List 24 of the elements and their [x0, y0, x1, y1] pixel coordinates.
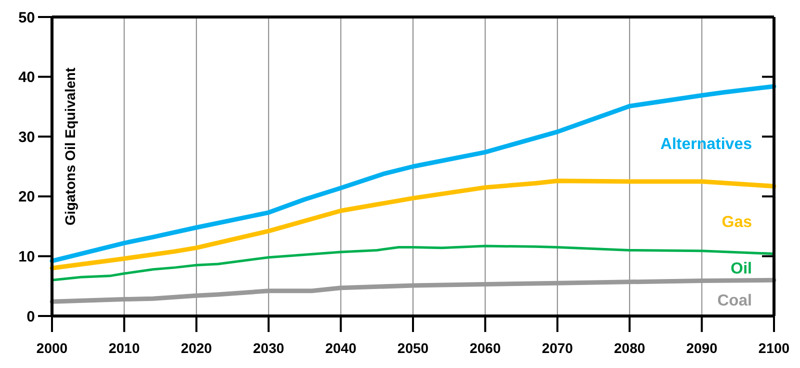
x-tick-label: 2100 [758, 340, 790, 356]
y-tick-label: 30 [18, 128, 35, 146]
y-tick-label: 50 [18, 9, 35, 26]
x-tick-label: 2070 [542, 340, 574, 356]
x-tick-label: 2060 [470, 340, 501, 356]
y-tick-label: 40 [18, 69, 35, 86]
x-tick-label: 2000 [36, 340, 68, 356]
series-label: Coal [717, 292, 752, 310]
series-label: Oil [730, 260, 752, 278]
x-tick-label: 2080 [614, 340, 646, 356]
x-tick-label: 2040 [325, 340, 357, 356]
y-tick-label: 20 [18, 188, 35, 206]
y-axis-title: Gigatons Oil Equivalent [62, 67, 78, 226]
x-tick-label: 2050 [397, 340, 429, 356]
y-tick-label: 10 [18, 248, 35, 266]
line-series [50, 278, 776, 304]
x-tick-label: 2030 [253, 340, 284, 356]
x-tick-label: 2020 [180, 340, 212, 356]
x-tick-label: 2010 [108, 340, 140, 356]
y-tick-label: 0 [26, 308, 35, 326]
series-label: Gas [722, 214, 752, 231]
text: Alternatives [660, 136, 752, 153]
line-series [50, 244, 776, 282]
x-tick-label: 2090 [686, 340, 718, 356]
